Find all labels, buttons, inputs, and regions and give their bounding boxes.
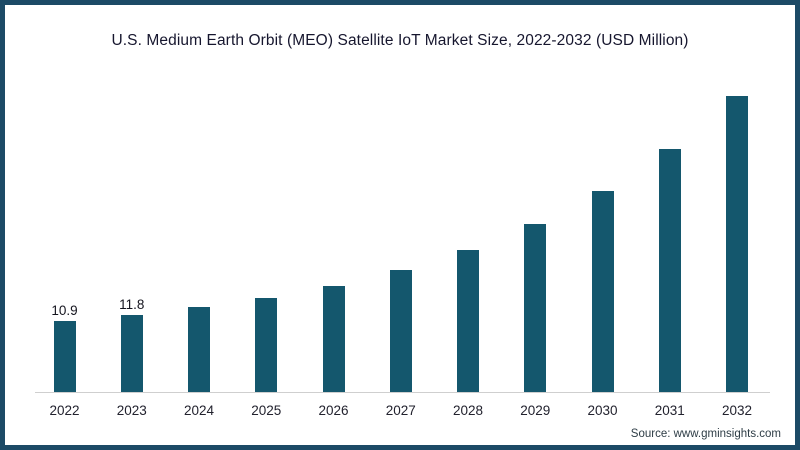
- bar-chart-plot: 10.9 11.8: [5, 5, 795, 393]
- bar-group-2030: [578, 191, 628, 392]
- source-attribution: Source: www.gminsights.com: [630, 428, 781, 440]
- bar-group-2028: [443, 249, 493, 392]
- x-tick-label-2031: 2031: [654, 403, 685, 418]
- bar-value-label-2023: 11.8: [119, 296, 145, 312]
- bar-value-label-2022: 10.9: [51, 302, 78, 318]
- bar-group-2026: [309, 285, 359, 392]
- x-axis-line: [35, 392, 770, 393]
- x-tick-label-2024: 2024: [183, 403, 215, 418]
- bar-2022: [53, 320, 76, 392]
- bar-group-2023: 11.8: [107, 296, 157, 392]
- bar-group-2032: [712, 96, 762, 392]
- x-axis-labels: 2022 2023 2024 2025 2026 2027 2028 2029 2030 2031…: [5, 403, 795, 423]
- bar-2025: [255, 297, 278, 392]
- bar-group-2024: [174, 307, 224, 392]
- x-tick-label-2026: 2026: [318, 403, 349, 418]
- bar-2029: [524, 224, 547, 392]
- x-tick-label-2023: 2023: [116, 403, 147, 418]
- bar-2030: [591, 191, 614, 392]
- chart-title: U.S. Medium Earth Orbit (MEO) Satellite …: [111, 32, 689, 49]
- x-tick-label-2029: 2029: [520, 403, 551, 418]
- x-tick-label-2025: 2025: [251, 403, 282, 418]
- x-tick-label-2030: 2030: [587, 403, 618, 418]
- bar-group-2027: [376, 269, 426, 392]
- bar-group-2022: 10.9: [40, 302, 90, 392]
- x-tick-label-2032: 2032: [721, 403, 753, 418]
- bar-group-2029: [510, 224, 560, 392]
- bar-2026: [322, 285, 345, 392]
- x-tick-label-2027: 2027: [385, 403, 416, 418]
- x-tick-label-2022: 2022: [49, 403, 80, 418]
- bar-2023: [120, 314, 143, 392]
- bar-2031: [658, 148, 681, 392]
- bar-group-2031: [645, 148, 695, 392]
- x-tick-label-2028: 2028: [452, 403, 484, 418]
- bar-2032: [726, 96, 748, 392]
- bar-group-2025: [241, 297, 291, 392]
- bar-2027: [389, 269, 412, 392]
- bar-2028: [457, 249, 479, 392]
- bar-2024: [188, 307, 210, 392]
